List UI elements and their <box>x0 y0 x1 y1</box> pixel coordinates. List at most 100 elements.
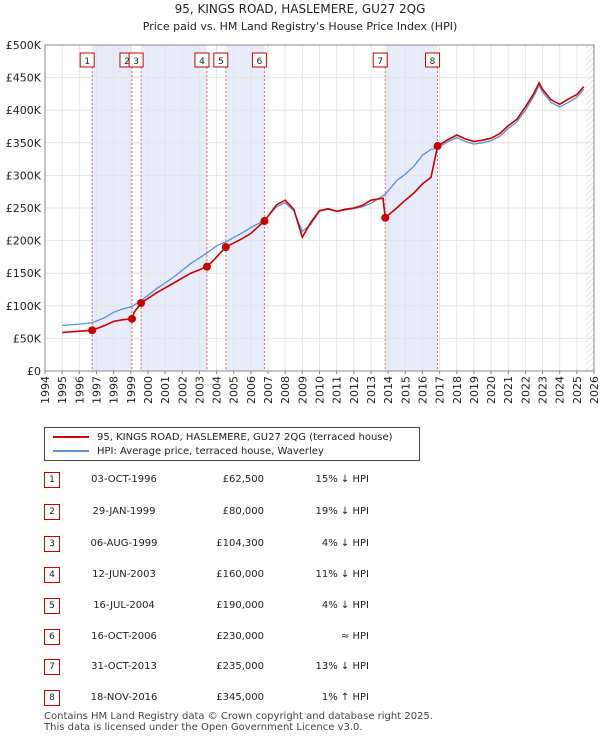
chart-subtitle: Price paid vs. HM Land Registry's House … <box>143 20 458 33</box>
x-tick-label: 1997 <box>90 376 103 404</box>
x-tick-label: 1994 <box>39 376 52 404</box>
y-tick-label: £50K <box>13 332 42 345</box>
sale-price: £104,300 <box>216 538 264 549</box>
x-tick-label: 2013 <box>365 376 378 404</box>
sale-marker-number: 4 <box>44 567 60 583</box>
x-tick-label: 2016 <box>416 376 429 404</box>
sale-hpi-diff: ≈ HPI <box>340 631 369 642</box>
y-tick-label: £200K <box>6 235 42 248</box>
sale-label-text: 6 <box>257 57 263 67</box>
sale-date: 03-OCT-1996 <box>91 474 157 485</box>
sale-label-text: 4 <box>199 57 205 67</box>
x-tick-label: 2002 <box>176 376 189 404</box>
y-tick-label: £300K <box>6 169 42 182</box>
x-tick-label: 2021 <box>502 376 515 404</box>
x-tick-label: 2008 <box>279 376 292 404</box>
x-tick-label: 2012 <box>348 376 361 404</box>
x-tick-label: 2023 <box>537 376 550 404</box>
sale-hpi-diff: 15% ↓ HPI <box>315 474 369 485</box>
legend-item-property: 95, KINGS ROAD, HASLEMERE, GU27 2QG (ter… <box>53 431 393 445</box>
y-tick-label: £450K <box>6 72 42 85</box>
sale-label-box <box>213 52 229 68</box>
forecast-hatch <box>585 45 594 371</box>
sale-label-box <box>251 52 267 68</box>
sale-marker-number: 2 <box>44 504 60 520</box>
sale-date: 16-OCT-2006 <box>91 631 157 642</box>
y-tick-label: £500K <box>6 39 42 52</box>
x-tick-label: 2011 <box>331 376 344 404</box>
sale-label-box <box>194 52 210 68</box>
property-series-line <box>62 81 585 334</box>
sale-marker-number: 6 <box>44 629 60 645</box>
y-tick-label: £350K <box>6 137 42 150</box>
sale-marker-number: 1 <box>44 472 60 488</box>
legend-label-property: 95, KINGS ROAD, HASLEMERE, GU27 2QG (ter… <box>97 432 393 443</box>
y-tick-label: £0 <box>27 365 41 378</box>
sale-label-text: 2 <box>124 57 130 67</box>
x-tick-label: 2026 <box>588 376 600 404</box>
sale-point <box>202 262 211 271</box>
x-tick-label: 1995 <box>56 376 69 404</box>
sale-price: £160,000 <box>216 569 264 580</box>
x-tick-label: 2003 <box>193 376 206 404</box>
sale-point <box>381 213 390 222</box>
sale-date: 18-NOV-2016 <box>90 692 158 703</box>
sale-point <box>88 326 97 335</box>
footer-attribution: Contains HM Land Registry data © Crown c… <box>44 711 433 733</box>
sale-label-box <box>128 52 144 68</box>
y-tick-label: £150K <box>6 267 42 280</box>
sale-hpi-diff: 4% ↓ HPI <box>321 538 369 549</box>
table-row: 5 16-JUL-2004 £190,000 4% ↓ HPI <box>44 598 384 614</box>
sale-marker-number: 8 <box>44 690 60 706</box>
sale-label-box <box>79 52 95 68</box>
x-tick-label: 2010 <box>314 376 327 404</box>
legend-item-hpi: HPI: Average price, terraced house, Wave… <box>53 445 324 459</box>
table-row: 3 06-AUG-1999 £104,300 4% ↓ HPI <box>44 536 384 552</box>
sale-date: 29-JAN-1999 <box>92 506 156 517</box>
y-tick-label: £250K <box>6 202 42 215</box>
x-tick-label: 2006 <box>245 376 258 404</box>
x-tick-label: 2009 <box>296 376 309 404</box>
y-tick-label: £100K <box>6 300 42 313</box>
sale-marker-number: 7 <box>44 659 60 675</box>
sale-point <box>137 298 146 307</box>
sale-point <box>433 142 442 151</box>
sale-hpi-diff: 1% ↑ HPI <box>321 692 369 703</box>
sale-label-text: 7 <box>377 57 383 67</box>
sale-label-text: 1 <box>84 57 90 67</box>
hpi-series-line <box>62 83 585 327</box>
y-tick-label: £400K <box>6 104 42 117</box>
sale-point <box>221 243 230 252</box>
x-tick-label: 1999 <box>125 376 138 404</box>
x-tick-label: 2025 <box>571 376 584 404</box>
x-tick-label: 2005 <box>228 376 241 404</box>
sale-date: 16-JUL-2004 <box>93 600 155 611</box>
sale-marker-number: 5 <box>44 598 60 614</box>
x-tick-label: 2004 <box>211 376 224 404</box>
sale-point <box>127 314 136 323</box>
sale-label-box <box>372 52 388 68</box>
x-tick-label: 2014 <box>382 376 395 404</box>
sale-price: £235,000 <box>216 661 264 672</box>
sale-point <box>260 217 269 226</box>
sale-date: 31-OCT-2013 <box>91 661 157 672</box>
sale-label-text: 8 <box>430 57 436 67</box>
sale-price: £80,000 <box>222 506 264 517</box>
legend-label-hpi: HPI: Average price, terraced house, Wave… <box>97 446 324 457</box>
x-tick-label: 2000 <box>142 376 155 404</box>
footer-line-licence: This data is licensed under the Open Gov… <box>44 722 363 733</box>
sale-hpi-diff: 4% ↓ HPI <box>321 600 369 611</box>
legend-swatch-property <box>53 436 89 438</box>
sale-price: £345,000 <box>216 692 264 703</box>
x-tick-label: 2024 <box>554 376 567 404</box>
sale-marker-number: 3 <box>44 536 60 552</box>
x-tick-label: 2001 <box>159 376 172 404</box>
sale-price: £62,500 <box>222 474 264 485</box>
legend-swatch-hpi <box>53 450 89 452</box>
sale-label-text: 3 <box>133 57 139 67</box>
table-row: 6 16-OCT-2006 £230,000 ≈ HPI <box>44 629 384 645</box>
x-tick-label: 1996 <box>73 376 86 404</box>
sale-hpi-diff: 19% ↓ HPI <box>315 506 369 517</box>
sale-label-box <box>425 52 441 68</box>
chart-title: 95, KINGS ROAD, HASLEMERE, GU27 2QG <box>175 2 426 16</box>
